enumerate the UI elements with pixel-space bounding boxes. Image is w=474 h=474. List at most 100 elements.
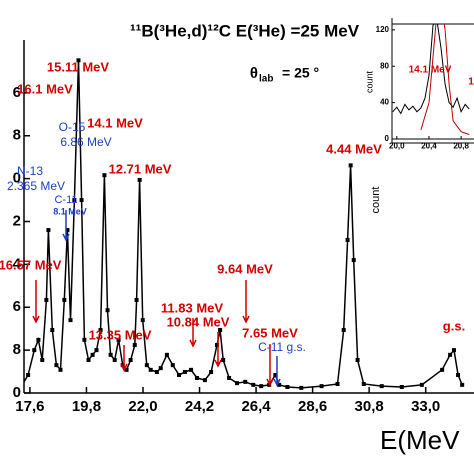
data-point: [46, 228, 51, 233]
data-point: [451, 348, 456, 353]
y-tick-label: 0: [13, 384, 21, 401]
data-point: [116, 337, 121, 342]
data-line: [24, 60, 463, 389]
angle-subscript: lab: [259, 74, 273, 85]
data-line: [420, 24, 470, 135]
data-point: [120, 363, 125, 368]
annotation: 10.84 MeV: [167, 314, 230, 329]
x-axis-label: E(MeV: [380, 425, 460, 455]
data-point: [90, 352, 95, 357]
annotation-arrow: [273, 356, 281, 387]
data-point: [26, 372, 31, 377]
plot-area: 0 40 80 120 20,0 20,4 20,8 14.1 MeV 1: [376, 18, 474, 151]
data-point: [170, 363, 175, 368]
annotation: 14.1 MeV: [409, 65, 452, 76]
data-point: [335, 381, 340, 386]
data-point: [40, 357, 45, 362]
series-group: [24, 58, 465, 390]
data-point: [351, 258, 356, 263]
data-point: [355, 357, 360, 362]
data-point: [419, 382, 424, 387]
data-point: [209, 369, 214, 374]
data-point: [164, 352, 169, 357]
data-point: [44, 297, 49, 302]
y-tick-label: 120: [376, 25, 390, 34]
data-point: [82, 337, 87, 342]
annotation: C-11: [54, 194, 77, 206]
y-tick-label: 0: [13, 170, 21, 187]
data-point: [158, 366, 163, 371]
annotation-arrow: [189, 318, 197, 348]
data-point: [124, 367, 129, 372]
annotation: C-11 g.s.: [258, 340, 306, 354]
y-tick-label: 8: [13, 341, 21, 358]
annotation: 4.44 MeV: [326, 141, 382, 156]
annotation: 16.57 MeV: [0, 257, 62, 272]
data-point: [277, 382, 282, 387]
data-point: [112, 357, 117, 362]
y-tick-label: 0: [385, 134, 390, 143]
inset-y-label: count: [364, 70, 374, 93]
y-tick-label: 6: [13, 84, 21, 101]
inset-background: [391, 23, 474, 144]
data-point: [65, 228, 70, 233]
y-tick-label: 4: [13, 255, 22, 272]
annotation-arrow: [266, 344, 274, 387]
data-point: [79, 198, 84, 203]
data-point: [32, 348, 37, 353]
side-label: count: [370, 187, 382, 214]
x-tick-label: 20,0: [389, 142, 405, 151]
data-point: [76, 58, 81, 63]
data-point: [102, 173, 107, 178]
data-point: [68, 318, 73, 323]
x-tick-label: 19,8: [72, 398, 101, 415]
data-point: [227, 375, 232, 380]
annotation: 16.1 MeV: [17, 81, 73, 96]
x-tick-label: 26,4: [241, 398, 271, 415]
data-point: [460, 382, 465, 387]
annotation-arrow: [242, 280, 250, 324]
annotation: O-15: [59, 120, 86, 134]
series-group: [392, 24, 470, 135]
data-point: [140, 318, 145, 323]
annotation: 8.1 MeV: [53, 206, 87, 216]
data-point: [456, 372, 461, 377]
y-tick-label: 80: [380, 61, 389, 70]
data-point: [440, 367, 445, 372]
data-point: [50, 327, 55, 332]
data-point: [154, 369, 159, 374]
data-point: [341, 327, 346, 332]
annotation: 7.65 MeV: [242, 325, 298, 340]
annotation: g.s.: [443, 318, 465, 333]
data-point: [235, 381, 240, 386]
data-point: [182, 369, 187, 374]
data-point: [128, 357, 133, 362]
x-tick-label: 24,2: [185, 398, 214, 415]
x-tick-label: 22,0: [128, 398, 157, 415]
annotation: 14.1 MeV: [87, 115, 143, 130]
data-point: [379, 384, 384, 389]
annotation: 1: [468, 77, 474, 88]
annotation: 6.86 MeV: [60, 135, 111, 149]
x-tick-label: 17,6: [15, 398, 44, 415]
x-tick-label: 20,4: [421, 142, 437, 151]
y-tick-label: 2: [13, 212, 21, 229]
data-point: [448, 352, 453, 357]
annotation: 11.83 MeV: [161, 300, 223, 315]
data-point: [72, 198, 77, 203]
plot-area: 0 8 6 4 2 0 8 6 17,6 19,8 22,0 24,2 26,4 28,6 30,8 33,0…: [0, 40, 474, 415]
y-tick-label: 40: [380, 98, 389, 107]
data-point: [148, 367, 153, 372]
data-point: [285, 384, 290, 389]
data-point: [243, 379, 248, 384]
data-point: [345, 237, 350, 242]
data-point: [361, 381, 366, 386]
data-point: [348, 163, 353, 168]
annotation-arrow: [62, 210, 70, 242]
y-tick-label: 8: [13, 127, 21, 144]
annotation: 12.71 MeV: [109, 161, 172, 176]
data-point: [137, 177, 142, 182]
data-point: [273, 372, 278, 377]
annotation-arrow: [32, 280, 40, 324]
